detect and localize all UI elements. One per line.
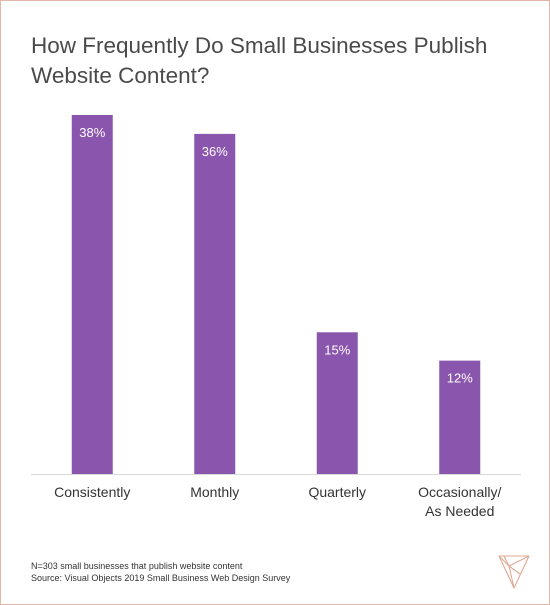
x-tick-label-3: Occasionally/As Needed [418,484,501,519]
bar-1 [194,133,236,475]
bar-3 [439,360,481,474]
x-tick-label-2: Quarterly [308,484,366,500]
bar-2 [316,332,358,474]
x-tick-label-0: Consistently [54,484,130,500]
bar-0 [71,115,113,474]
bar-chart: 38% Consistently 36% Monthly 15% Quarterly 12%… [31,115,521,519]
source-note: Source: Visual Objects 2019 Small Busine… [31,573,291,583]
visual-objects-logo-icon [498,555,530,589]
bar-value-label-1: 36% [202,144,228,159]
chart-title: How Frequently Do Small Businesses Publi… [31,33,488,88]
chart-footer: N=303 small businesses that publish webs… [31,560,290,584]
bar-value-label-0: 38% [79,125,105,140]
bar-value-label-3: 12% [447,371,473,386]
bar-value-label-2: 15% [324,342,350,357]
x-tick-label-1: Monthly [190,484,239,500]
sample-size-note: N=303 small businesses that publish webs… [31,561,243,571]
